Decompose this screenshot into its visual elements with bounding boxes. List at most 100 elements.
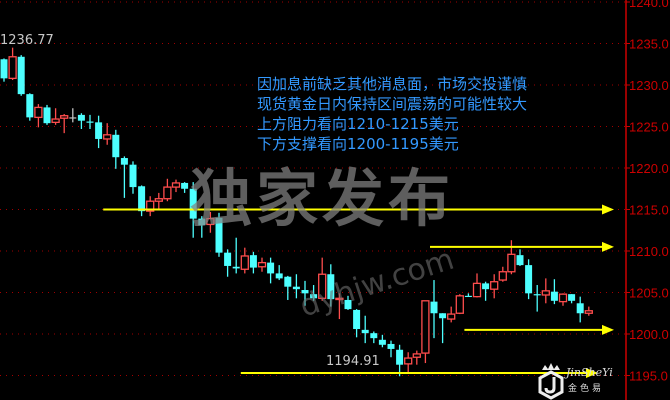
- candle-body: [490, 281, 499, 290]
- candle: [198, 216, 206, 238]
- candle: [129, 161, 137, 194]
- y-tick-label: 1220.0: [629, 161, 669, 176]
- candle-body: [439, 313, 447, 319]
- candle: [86, 114, 94, 129]
- candle-body: [507, 253, 516, 273]
- candle: [267, 257, 275, 284]
- candle: [292, 274, 300, 299]
- candle: [34, 104, 43, 128]
- candle: [335, 293, 344, 320]
- candle: [26, 93, 34, 121]
- candle: [387, 340, 395, 358]
- crown-shield-icon: [538, 363, 564, 400]
- candle-body: [189, 188, 197, 219]
- candle: [344, 295, 352, 310]
- candle-body: [430, 301, 438, 314]
- candle: [249, 251, 257, 274]
- candle: [171, 179, 181, 193]
- candle: [327, 264, 335, 307]
- candle: [43, 104, 51, 125]
- candle-body: [8, 56, 17, 80]
- candle-body: [26, 94, 34, 118]
- analysis-note: 因加息前缺乏其他消息面，市场交投谨慎 现货黄金日内保持区间震荡的可能性较大 上方…: [257, 74, 527, 154]
- candle: [51, 108, 60, 125]
- candle: [240, 247, 249, 274]
- candle-body: [275, 273, 283, 279]
- candle: [516, 249, 524, 266]
- candle-body: [17, 56, 25, 95]
- candle-body: [292, 286, 300, 290]
- candle: [498, 266, 507, 282]
- low-price-label: 1194.91: [326, 354, 380, 369]
- candle-body: [327, 274, 335, 300]
- candle-body: [353, 309, 361, 330]
- candle-body: [482, 283, 490, 290]
- candle: [430, 280, 438, 339]
- candle-body: [344, 299, 352, 310]
- candle: [60, 114, 69, 134]
- candle: [146, 196, 155, 217]
- candle-body: [584, 310, 593, 314]
- candle-body: [533, 294, 541, 296]
- candle: [412, 350, 421, 365]
- candle: [439, 313, 447, 344]
- candle-body: [370, 333, 378, 339]
- candle-body: [112, 134, 120, 158]
- y-tick-label: 1205.0: [629, 286, 669, 301]
- candle-body: [0, 59, 8, 79]
- candle-body: [51, 118, 60, 123]
- note-line: 下方支撑看向1200-1195美元: [257, 135, 459, 153]
- candle: [232, 237, 240, 274]
- y-tick-label: 1210.0: [629, 244, 669, 259]
- candle-body: [550, 291, 558, 301]
- candle-body: [146, 200, 155, 212]
- high-price-label: 1236.77: [0, 33, 54, 48]
- candle-body: [232, 266, 240, 269]
- candle-body: [284, 276, 292, 287]
- logo-chinese: 金色易: [568, 384, 605, 394]
- candle-body: [129, 164, 137, 188]
- candle-body: [455, 295, 464, 314]
- candle: [77, 113, 85, 129]
- candle: [370, 331, 378, 344]
- candle-body: [568, 294, 576, 301]
- y-tick-label: 1200.0: [629, 327, 669, 342]
- arrow-right-icon: [602, 324, 614, 335]
- candle: [541, 278, 550, 304]
- candle-body: [310, 294, 318, 299]
- candle: [206, 211, 215, 233]
- candle-body: [558, 293, 568, 303]
- candle-body: [138, 186, 146, 212]
- candle-body: [60, 115, 69, 119]
- note-line: 上方阻力看向1210-1215美元: [257, 115, 459, 133]
- candle: [490, 274, 499, 299]
- candle: [284, 275, 292, 300]
- y-tick-label: 1235.0: [629, 37, 669, 52]
- candle: [181, 182, 189, 193]
- candle: [361, 315, 369, 344]
- y-tick-label: 1230.0: [629, 78, 669, 93]
- candle-body: [206, 217, 215, 226]
- candle: [8, 47, 17, 81]
- candle: [17, 55, 25, 96]
- candle: [95, 115, 103, 149]
- candle-body: [181, 182, 189, 189]
- candle: [482, 281, 490, 301]
- candle: [558, 293, 568, 306]
- candle-body: [301, 290, 309, 294]
- candle: [421, 300, 430, 364]
- candle-body: [447, 313, 456, 320]
- candle: [310, 285, 318, 301]
- candle-body: [249, 255, 257, 268]
- y-tick-label: 1225.0: [629, 120, 669, 135]
- candle: [69, 108, 77, 123]
- watermark-text: 独家发布: [190, 162, 455, 235]
- candle: [472, 273, 482, 298]
- candle: [275, 265, 283, 281]
- candle: [525, 259, 533, 300]
- candle: [257, 257, 267, 272]
- candle-body: [361, 329, 369, 334]
- candle-body: [86, 121, 94, 123]
- candle: [301, 280, 309, 306]
- candle-body: [171, 182, 181, 188]
